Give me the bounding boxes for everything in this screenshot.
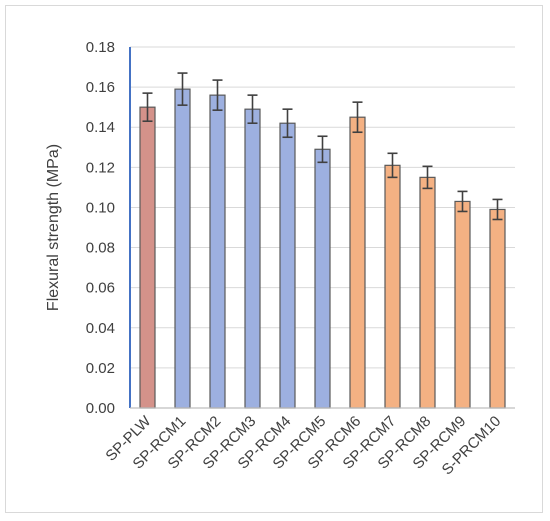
bar-sp-rcm4 [279, 122, 296, 409]
error-bar-sp-rcm2 [212, 79, 223, 111]
chart-frame [5, 5, 543, 513]
y-tick-label: 0.02 [86, 360, 115, 377]
error-bar-sp-rcm6 [352, 101, 363, 134]
error-bar-sp-rcm3 [247, 94, 258, 125]
y-tick-label: 0.14 [86, 119, 115, 136]
y-tick-label: 0.16 [86, 79, 115, 96]
bar-sp-rcm8 [419, 176, 436, 409]
bar-sp-rcm6 [349, 116, 366, 409]
y-tick-labels: 0.00 0.02 0.04 0.06 0.08 0.10 0.12 0.14 0.16 0.18 [86, 39, 115, 417]
y-axis-title: Flexural strength (MPa) [45, 144, 62, 311]
y-tick-label: 0.08 [86, 240, 115, 257]
bar-sp-rcm1 [174, 88, 191, 409]
y-tick-label: 0.04 [86, 320, 115, 337]
bars [139, 88, 506, 409]
error-bar-sp-plw [142, 92, 153, 123]
y-tick-label: 0.00 [86, 400, 115, 417]
bar-sp-plw [139, 106, 156, 409]
error-bar-s-prcm10 [492, 198, 503, 221]
bar-sp-rcm2 [209, 94, 226, 409]
error-bar-sp-rcm4 [282, 108, 293, 139]
bar-sp-rcm3 [244, 108, 261, 409]
error-bar-sp-rcm5 [317, 135, 328, 164]
x-tick-labels: SP-PLWSP-RCM1SP-RCM2SP-RCM3SP-RCM4SP-RCM… [102, 412, 504, 478]
error-bar-sp-rcm7 [387, 152, 398, 179]
error-bar-sp-rcm8 [422, 165, 433, 190]
bar-sp-rcm7 [384, 164, 401, 409]
bar-sp-rcm5 [314, 148, 331, 409]
y-tick-label: 0.06 [86, 280, 115, 297]
y-tick-label: 0.10 [86, 199, 115, 216]
error-bar-sp-rcm9 [457, 190, 468, 213]
bar-sp-rcm9 [454, 200, 471, 409]
y-tick-label: 0.12 [86, 159, 115, 176]
error-bar-sp-rcm1 [177, 72, 188, 106]
error-bars [142, 72, 503, 221]
y-tick-label: 0.18 [86, 39, 115, 56]
bar-s-prcm10 [489, 208, 506, 409]
